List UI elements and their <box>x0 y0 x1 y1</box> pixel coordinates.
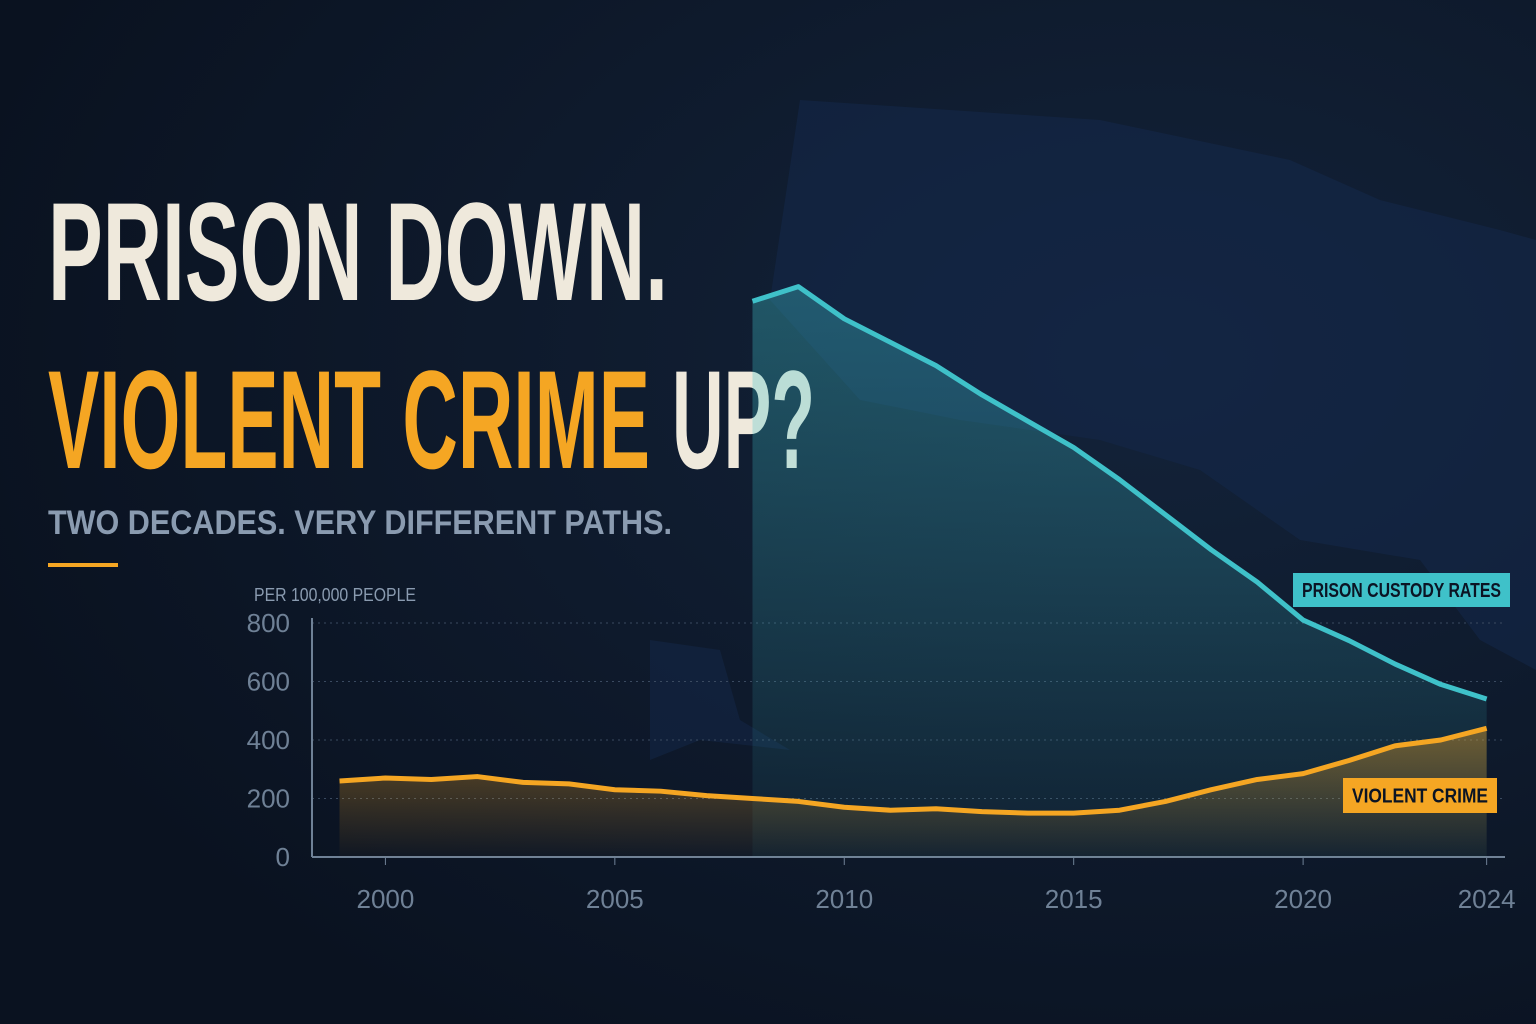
legend-label: PRISON CUSTODY RATES <box>1302 580 1501 602</box>
legend-box <box>1293 573 1510 607</box>
y-tick-label: 800 <box>247 608 290 638</box>
y-tick-label: 400 <box>247 725 290 755</box>
x-tick-label: 2005 <box>586 884 644 914</box>
area-fill <box>339 728 1487 857</box>
y-tick-label: 600 <box>247 667 290 697</box>
plot: 0 200 400 600 800 2000 2005 2010 2015 2020 2024 PRI… <box>247 284 1516 914</box>
legend-label: VIOLENT CRIME <box>1352 786 1488 808</box>
area-fill <box>752 286 1487 857</box>
x-tick-label: 2000 <box>356 884 414 914</box>
subtitle: TWO DECADES. VERY DIFFERENT PATHS. <box>48 504 672 542</box>
series-line <box>751 284 1488 702</box>
title-highlight: VIOLENT CRIME <box>48 341 650 498</box>
legend-box <box>1343 778 1497 813</box>
map-background <box>770 100 1536 670</box>
title-line1: PRISON DOWN. <box>48 173 668 330</box>
y-tick-label: 0 <box>276 842 290 872</box>
x-tick-label: 2010 <box>815 884 873 914</box>
y-axis-label: PER 100,000 PEOPLE <box>254 585 416 605</box>
y-tick-label: 200 <box>247 784 290 814</box>
x-tick-label: 2015 <box>1045 884 1103 914</box>
accent-bar <box>48 563 118 567</box>
series-line <box>339 725 1488 816</box>
x-tick-label: 2024 <box>1458 884 1516 914</box>
x-tick-label: 2020 <box>1274 884 1332 914</box>
